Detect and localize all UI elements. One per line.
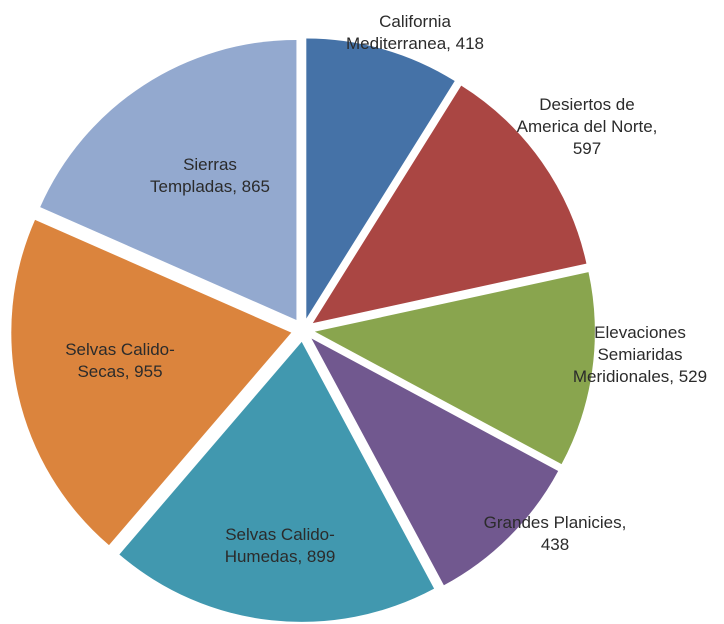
pie-slice-grandes-planicies	[311, 338, 559, 586]
pie-label-line: Desiertos de	[539, 95, 634, 114]
pie-label-line: Grandes Planicies,	[484, 513, 627, 532]
pie-labels: California Mediterranea, 418 Desiertos de A…	[65, 12, 707, 566]
pie-label-selvas-calido-humedas: Selvas Calido- Humedas, 899	[225, 525, 336, 566]
pie-label-line: California	[379, 12, 451, 31]
pie-label-line: 438	[541, 535, 569, 554]
pie-slice-selvas-calido-secas	[11, 219, 292, 546]
pie-label-line: Secas, 955	[77, 362, 162, 381]
pie-slice-california-mediterranea	[306, 38, 455, 319]
pie-label-selvas-calido-secas: Selvas Calido- Secas, 955	[65, 340, 175, 381]
pie-label-line: Semiaridas	[597, 345, 682, 364]
pie-label-line: Selvas Calido-	[225, 525, 335, 544]
pie-label-line: 597	[573, 139, 601, 158]
pie-label-line: Elevaciones	[594, 323, 686, 342]
pie-slice-sierras-templadas	[40, 39, 297, 320]
pie-label-line: Meridionales, 529	[573, 367, 707, 386]
pie-slice-selvas-calido-humedas	[119, 341, 435, 622]
pie-label-line: Selvas Calido-	[65, 340, 175, 359]
pie-label-sierras-templadas: Sierras Templadas, 865	[150, 155, 270, 196]
pie-label-line: Templadas, 865	[150, 177, 270, 196]
pie-label-elevaciones-semiaridas-meridionales: Elevaciones Semiaridas Meridionales, 529	[573, 323, 707, 386]
pie-label-desiertos-de-america-del-norte: Desiertos de America del Norte, 597	[517, 95, 658, 158]
pie-label-line: America del Norte,	[517, 117, 658, 136]
pie-label-line: Sierras	[183, 155, 237, 174]
pie-slice-desiertos-de-america-del-norte	[312, 85, 587, 324]
pie-label-grandes-planicies: Grandes Planicies, 438	[484, 513, 627, 554]
pie-slices	[11, 38, 595, 622]
pie-slice-elevaciones-semiaridas-meridionales	[314, 272, 595, 465]
pie-label-line: Mediterranea, 418	[346, 34, 484, 53]
pie-label-line: Humedas, 899	[225, 547, 336, 566]
pie-label-california-mediterranea: California Mediterranea, 418	[346, 12, 484, 53]
